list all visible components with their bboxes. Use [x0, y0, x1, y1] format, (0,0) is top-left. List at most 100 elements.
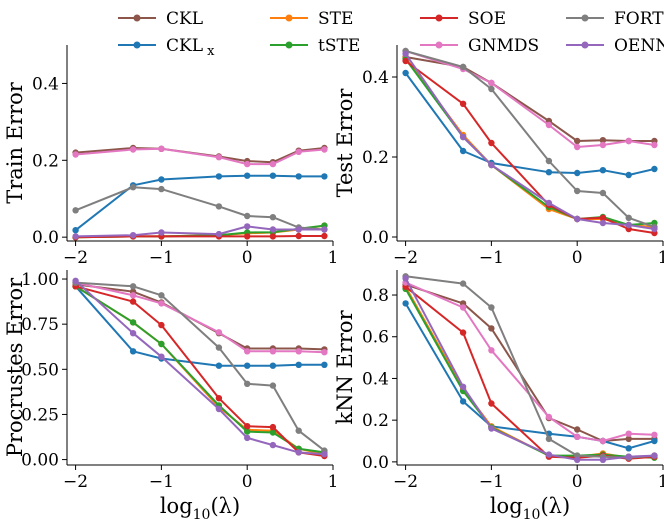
series-tste: [402, 285, 658, 461]
data-point: [295, 361, 302, 368]
data-point: [321, 146, 328, 153]
data-point: [488, 304, 495, 311]
data-point: [129, 298, 137, 305]
data-point: [625, 214, 632, 221]
series-ckl-x: [72, 172, 328, 234]
x-tick-label: −1: [149, 248, 174, 268]
data-point: [599, 189, 607, 197]
data-point: [295, 232, 302, 240]
y-tick-label: 0.6: [362, 328, 389, 348]
series-soe: [72, 283, 328, 460]
series-line: [75, 281, 326, 452]
x-tick-label: −2: [63, 248, 88, 268]
legend-label: tSTE: [318, 36, 360, 56]
data-point: [158, 185, 165, 193]
series-line: [75, 285, 325, 457]
series-line: [405, 50, 655, 228]
data-point: [651, 165, 658, 173]
data-point: [488, 161, 495, 169]
panel-procrustes: 0.00 0.25 0.50 0.75 1.00 −2 −1 0 1 Procrustes Err…: [3, 270, 338, 521]
data-point: [269, 214, 277, 221]
data-point: [545, 199, 553, 207]
data-point: [129, 232, 137, 239]
data-point: [129, 330, 137, 337]
data-point: [158, 300, 165, 307]
series-oenn: [72, 277, 328, 458]
data-point: [269, 362, 277, 369]
data-point: [158, 145, 165, 152]
data-point: [158, 353, 165, 360]
data-point: [459, 329, 467, 336]
data-point: [402, 69, 409, 77]
x-axis-label: log10(λ): [160, 494, 240, 521]
data-point: [215, 395, 223, 402]
data-point: [402, 50, 409, 57]
data-point: [244, 434, 251, 442]
data-point: [574, 426, 581, 433]
data-point: [488, 85, 495, 93]
data-point: [269, 429, 277, 436]
data-point: [269, 382, 277, 389]
data-point: [244, 362, 251, 369]
x-tick-label: 0: [242, 248, 253, 268]
x-tick-label: 0: [572, 472, 583, 492]
series-gnmds: [72, 279, 328, 356]
data-point: [459, 383, 467, 390]
data-point: [545, 157, 553, 165]
data-point: [651, 141, 658, 149]
series-line: [405, 283, 655, 442]
series-forte: [402, 273, 658, 461]
series-ckl-x: [402, 300, 658, 452]
x-tick-label: 1: [328, 248, 339, 268]
y-axis-label: kNN Error: [333, 309, 357, 424]
data-point: [269, 348, 277, 355]
data-point: [244, 348, 251, 355]
series-line: [405, 56, 655, 142]
data-point: [574, 137, 581, 145]
data-point: [215, 173, 223, 180]
data-point: [215, 154, 223, 161]
data-point: [459, 63, 467, 71]
data-point: [651, 225, 658, 233]
series-line: [404, 53, 655, 230]
data-point: [574, 187, 581, 195]
y-tick-label: 0.0: [362, 228, 389, 248]
data-point: [244, 212, 251, 220]
series-oenn: [402, 275, 658, 463]
data-point: [295, 148, 302, 155]
legend-marker: [285, 41, 293, 49]
data-point: [599, 219, 607, 227]
x-axis-label: log10(λ): [490, 494, 570, 521]
data-point: [158, 292, 165, 299]
data-point: [545, 169, 553, 176]
x-tick-label: 0: [242, 472, 253, 492]
series-ckl: [72, 281, 328, 353]
data-point: [459, 133, 467, 141]
x-tick-label: 1: [328, 472, 339, 492]
data-point: [459, 280, 467, 287]
y-axis-label: Procrustes Error: [3, 277, 27, 457]
data-point: [574, 433, 581, 440]
legend-label: SOE: [468, 9, 506, 29]
series-oenn: [402, 50, 658, 233]
data-point: [72, 227, 79, 234]
data-point: [244, 423, 251, 430]
data-point: [269, 226, 277, 233]
data-point: [158, 321, 165, 329]
data-point: [72, 207, 79, 214]
data-point: [295, 427, 302, 434]
data-point: [215, 405, 223, 413]
data-point: [402, 275, 409, 282]
data-point: [599, 137, 607, 144]
legend-entry-ckl-x: CKL x: [118, 36, 215, 59]
legend-entry-soe: SOE: [420, 9, 506, 29]
data-point: [625, 453, 632, 460]
series-line: [75, 235, 325, 239]
y-tick-label: 0.50: [21, 360, 59, 380]
data-point: [488, 325, 495, 332]
x-tick-label: −1: [479, 472, 504, 492]
data-point: [402, 300, 409, 307]
panel-test: 0.0 0.2 0.4 −2 −1 0 1 Test Error: [333, 45, 664, 268]
series-line: [405, 50, 655, 148]
data-point: [129, 292, 137, 299]
